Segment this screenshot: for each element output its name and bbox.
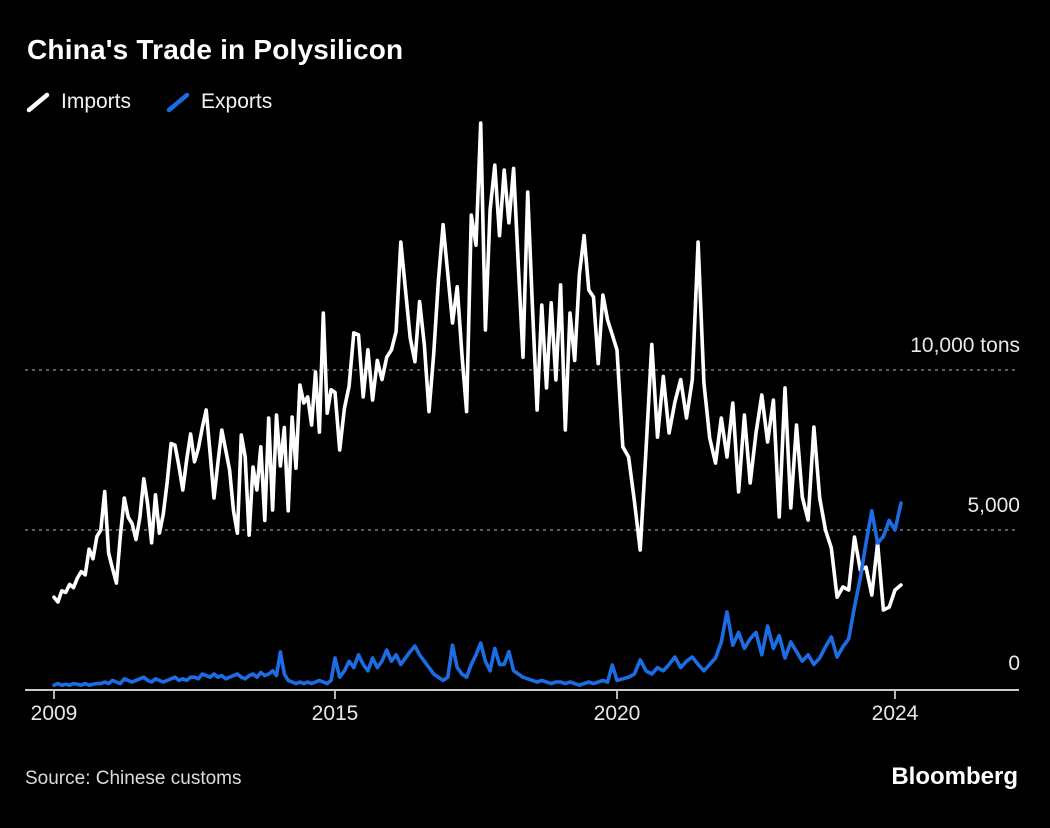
imports-line-swatch-icon (26, 92, 50, 112)
exports-line-swatch-icon (166, 92, 190, 112)
x-axis-label-2015: 2015 (311, 702, 359, 725)
y-axis-label-10000: 10,000 tons (910, 334, 1020, 357)
imports-line (52, 121, 903, 612)
legend-item-exports: Exports (165, 90, 272, 114)
chart-title: China's Trade in Polysilicon (27, 34, 404, 65)
exports-line (52, 501, 903, 688)
y-axis-label-5000: 5,000 (967, 494, 1020, 517)
y-axis-label-0: 0 (1008, 652, 1020, 675)
x-axis-label-2024: 2024 (871, 702, 919, 725)
x-axis-label-2020: 2020 (593, 702, 641, 725)
legend-label-exports: Exports (201, 90, 273, 113)
source-note: Source: Chinese customs (25, 768, 242, 789)
bloomberg-logo: Bloomberg (891, 763, 1018, 790)
chart-legend: Imports Exports (25, 90, 272, 114)
legend-label-imports: Imports (61, 90, 132, 113)
x-axis-label-2009: 2009 (30, 702, 78, 725)
legend-item-imports: Imports (25, 90, 131, 114)
